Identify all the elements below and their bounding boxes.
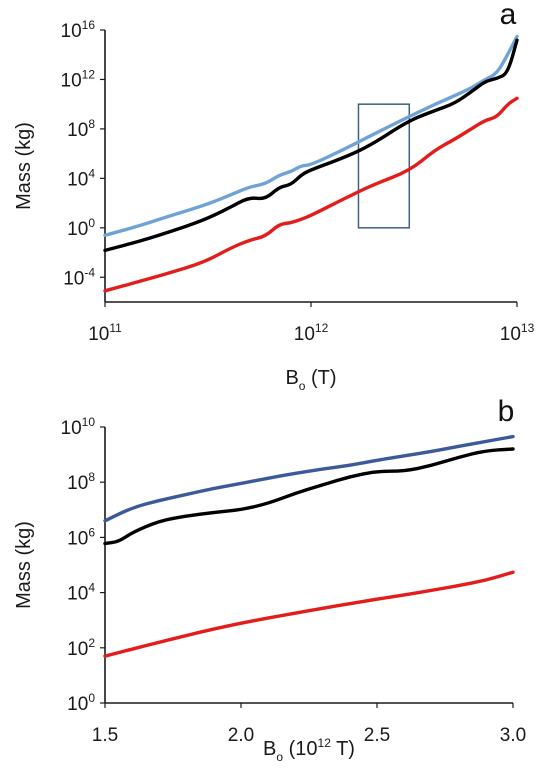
y-tick-base: 10 [67, 584, 88, 605]
y-tick-label: 10-4 [63, 265, 95, 289]
y-tick-exponent: 8 [88, 117, 95, 131]
y-tick-exponent: 8 [88, 470, 95, 484]
y-tick-base: 10 [67, 473, 88, 494]
y-tick-base: 10 [67, 639, 88, 660]
x-tick-exponent: 13 [521, 321, 535, 335]
x-tick-label: 2.5 [364, 725, 390, 746]
x-tick-base: 10 [88, 324, 109, 345]
x-axis-label-main: B [285, 367, 298, 389]
x-tick-label: 2.0 [228, 725, 254, 746]
x-axis-label-unit: (T) [305, 367, 336, 389]
x-tick-exponent: 11 [109, 321, 122, 335]
y-tick-label: 102 [67, 636, 95, 660]
x-tick-label: 3.0 [500, 725, 526, 746]
x-tick-label: 1012 [294, 321, 329, 345]
x-axis-label: Bo (T) [285, 367, 336, 393]
y-tick-label: 1016 [61, 18, 96, 42]
y-tick-base: 10 [67, 169, 88, 190]
y-tick-exponent: 0 [88, 216, 95, 230]
y-tick-label: 1012 [61, 67, 96, 91]
x-tick-label: 1013 [500, 321, 535, 345]
y-tick-base: 10 [67, 219, 88, 240]
y-axis-label: Mass (kg) [13, 122, 35, 210]
x-tick-label: 1011 [88, 321, 122, 345]
x-tick-exponent: 12 [315, 321, 329, 335]
series-line-2 [103, 38, 519, 253]
series-line-1 [103, 34, 519, 237]
y-tick-label: 108 [67, 117, 95, 141]
y-tick-exponent: 0 [88, 691, 95, 705]
x-axis-label-superscript: 12 [318, 736, 332, 750]
series-line-3 [103, 570, 515, 658]
x-axis-label-subscript: o [276, 750, 283, 764]
series-line-2 [103, 447, 515, 546]
series-line-1 [103, 434, 515, 523]
panel-letter: b [498, 395, 515, 428]
panel-letter: a [500, 0, 517, 31]
zoom-inset-box [357, 103, 411, 229]
y-tick-label: 106 [67, 525, 95, 549]
y-tick-base: 10 [67, 694, 88, 715]
y-tick-exponent: 6 [88, 525, 95, 539]
x-tick-base: 10 [294, 324, 315, 345]
y-tick-exponent: -4 [84, 265, 95, 279]
y-tick-label: 1010 [61, 415, 96, 439]
y-tick-base: 10 [67, 528, 88, 549]
y-tick-label: 104 [67, 166, 95, 190]
x-tick-base: 10 [500, 324, 521, 345]
y-tick-exponent: 4 [88, 581, 95, 595]
x-axis-label: Bo (1012 T) [263, 736, 355, 764]
x-axis-label-unit: (10 [283, 738, 317, 760]
y-tick-base: 10 [67, 120, 88, 141]
y-tick-base: 10 [61, 70, 82, 91]
y-tick-exponent: 4 [88, 166, 95, 180]
y-tick-exponent: 10 [82, 415, 96, 429]
y-tick-base: 10 [63, 268, 84, 289]
y-axis-label: Mass (kg) [13, 521, 35, 609]
y-tick-exponent: 12 [82, 67, 96, 81]
y-tick-exponent: 2 [88, 636, 95, 650]
x-axis-label-subscript: o [299, 379, 306, 393]
x-axis-label-unit-end: T) [331, 738, 355, 760]
y-tick-label: 104 [67, 581, 95, 605]
y-tick-label: 100 [67, 691, 95, 715]
x-axis-label-main: B [263, 738, 276, 760]
y-tick-label: 108 [67, 470, 95, 494]
y-tick-base: 10 [61, 418, 82, 439]
y-tick-label: 100 [67, 216, 95, 240]
y-tick-base: 10 [61, 21, 82, 42]
series-line-3 [103, 96, 519, 293]
x-tick-label: 1.5 [92, 725, 118, 746]
y-tick-exponent: 16 [82, 18, 96, 32]
